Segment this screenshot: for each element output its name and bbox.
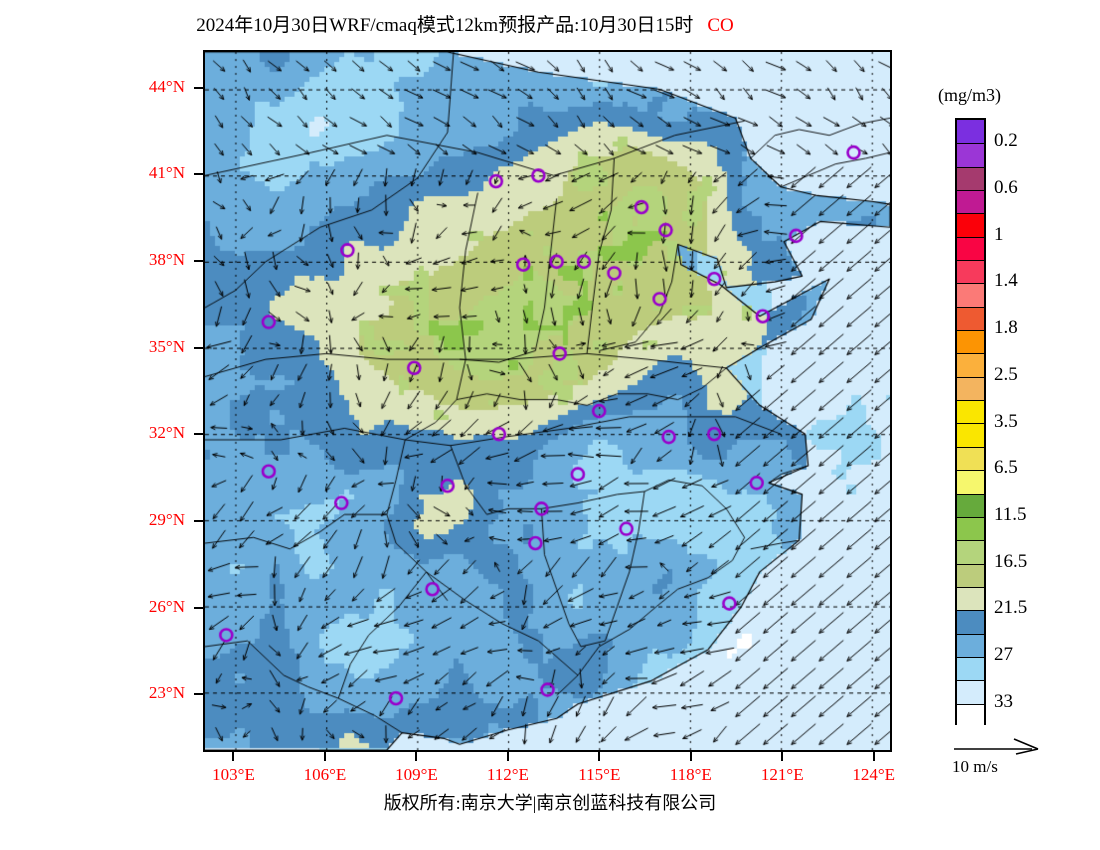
title-main-text: 2024年10月30日WRF/cmaq模式12km预报产品:10月30日15时 (196, 15, 694, 36)
lat-tick (194, 519, 203, 522)
colorbar-tick-label: 0.2 (994, 130, 1018, 152)
colorbar-band (957, 493, 984, 517)
colorbar-band (957, 213, 984, 237)
lon-tick (506, 752, 509, 761)
title-species-text: CO (707, 15, 734, 36)
lon-label: 106°E (303, 765, 347, 784)
colorbar-band (957, 260, 984, 284)
colorbar-tick-label: 33 (994, 690, 1013, 712)
lon-tick (323, 752, 326, 761)
colorbar-band (957, 470, 984, 494)
colorbar-band (957, 446, 984, 471)
lon-label: 109°E (395, 765, 438, 784)
colorbar-tick-label: 27 (994, 643, 1013, 665)
colorbar-band (957, 516, 984, 541)
colorbar-tick-label: 21.5 (994, 597, 1028, 619)
colorbar-band (957, 400, 984, 424)
colorbar-band (957, 376, 984, 401)
colorbar-band (957, 610, 984, 634)
lat-label: 29°N (148, 509, 185, 529)
colorbar-band (957, 166, 984, 191)
colorbar-tick-label: 1.4 (994, 270, 1018, 292)
colorbar-band (957, 120, 984, 144)
lon-label: 103°E (212, 765, 255, 784)
colorbar-band (957, 540, 984, 564)
colorbar[interactable] (955, 118, 986, 727)
lon-tick (232, 752, 235, 761)
lat-tick (194, 259, 203, 262)
right-arrow-icon (954, 738, 1039, 755)
lat-label: 35°N (148, 336, 185, 356)
map-plot-area[interactable] (203, 50, 892, 752)
colorbar-band (957, 353, 984, 377)
lat-label: 26°N (148, 596, 185, 616)
lat-tick (194, 173, 203, 176)
colorbar-tick-label: 11.5 (994, 503, 1027, 525)
colorbar-tick-label: 0.6 (994, 177, 1018, 199)
colorbar-tick-label: 6.5 (994, 457, 1018, 479)
lon-label: 118°E (669, 765, 712, 784)
colorbar-band (957, 143, 984, 167)
colorbar-band (957, 680, 984, 704)
lat-label: 38°N (148, 249, 185, 269)
copyright-footer: 版权所有:南京大学|南京创蓝科技有限公司 (383, 793, 717, 813)
lat-tick (194, 346, 203, 349)
colorbar-band (957, 283, 984, 307)
wind-scale-legend: 10 m/s (952, 736, 1092, 777)
lat-tick (194, 606, 203, 609)
forecast-map-canvas[interactable] (205, 52, 890, 750)
lon-tick (598, 752, 601, 761)
lon-tick (781, 752, 784, 761)
colorbar-band (957, 563, 984, 587)
lat-label: 23°N (148, 683, 185, 703)
colorbar-tick-label: 1 (994, 223, 1004, 245)
colorbar-unit-label: (mg/m3) (938, 85, 1001, 105)
lon-label: 112°E (486, 765, 529, 784)
colorbar-band (957, 330, 984, 354)
colorbar-band (957, 236, 984, 261)
lat-tick (194, 86, 203, 89)
colorbar-band (957, 190, 984, 214)
colorbar-band (957, 656, 984, 681)
lat-label: 44°N (148, 76, 185, 96)
colorbar-band (957, 586, 984, 611)
colorbar-band (957, 306, 984, 331)
colorbar-band (957, 703, 984, 727)
colorbar-band (957, 423, 984, 447)
lat-tick (194, 693, 203, 696)
lat-tick (194, 433, 203, 436)
colorbar-tick-label: 16.5 (994, 550, 1028, 572)
lat-label: 32°N (148, 423, 185, 443)
colorbar-band (957, 633, 984, 657)
colorbar-tick-label: 2.5 (994, 363, 1018, 385)
lon-tick (872, 752, 875, 761)
lon-label: 115°E (578, 765, 621, 784)
colorbar-tick-label: 1.8 (994, 317, 1018, 339)
lon-tick (415, 752, 418, 761)
wind-scale-label: 10 m/s (952, 757, 998, 776)
lon-tick (689, 752, 692, 761)
lon-label: 121°E (760, 765, 804, 784)
colorbar-tick-label: 3.5 (994, 410, 1018, 432)
lon-label: 124°E (852, 765, 896, 784)
page-title: 2024年10月30日WRF/cmaq模式12km预报产品:10月30日15时 C… (0, 10, 930, 37)
lat-label: 41°N (148, 163, 185, 183)
